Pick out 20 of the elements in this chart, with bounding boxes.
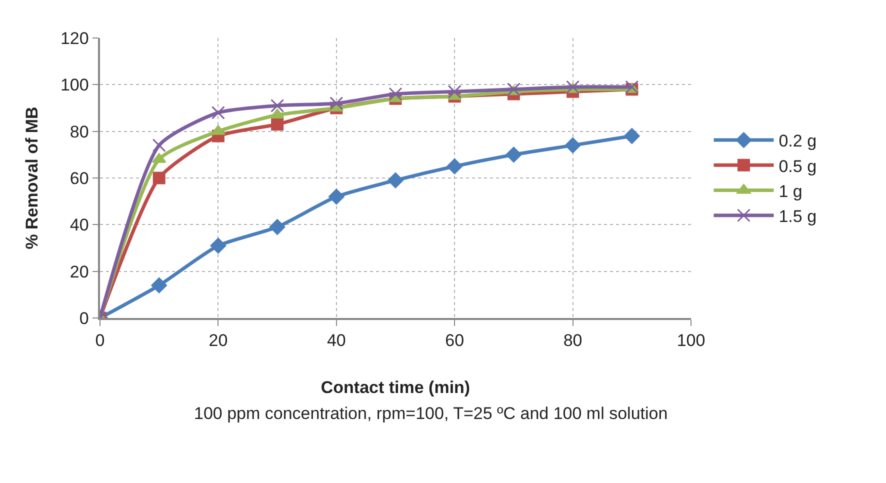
legend-label: 1.5 g	[778, 206, 817, 226]
y-tick-label: 80	[70, 122, 89, 142]
legend-label: 1 g	[778, 182, 802, 201]
x-tick-label: 20	[208, 331, 228, 350]
legend-label: 0.2 g	[778, 132, 817, 151]
x-tick-label: 40	[326, 331, 346, 350]
x-tick-label: 100	[676, 331, 706, 350]
y-tick-label: 0	[79, 308, 89, 328]
y-tick-label: 20	[70, 262, 89, 282]
y-tick-label: 100	[60, 76, 89, 95]
x-tick-label: 60	[445, 331, 464, 350]
y-tick-label: 60	[70, 168, 89, 188]
legend-label: 0.5 g	[778, 156, 817, 176]
text: 100 ppm concentration, rpm=100, T=25 ºC and 100 ml solution	[194, 404, 668, 423]
x-axis-title: Contact time (min)	[320, 378, 470, 398]
x-tick-label: 0	[95, 331, 105, 350]
y-tick-label: 120	[60, 28, 89, 48]
y-tick-label: 40	[70, 216, 89, 235]
y-axis-title: % Removal of MB	[22, 106, 42, 250]
x-tick-label: 80	[563, 331, 582, 350]
